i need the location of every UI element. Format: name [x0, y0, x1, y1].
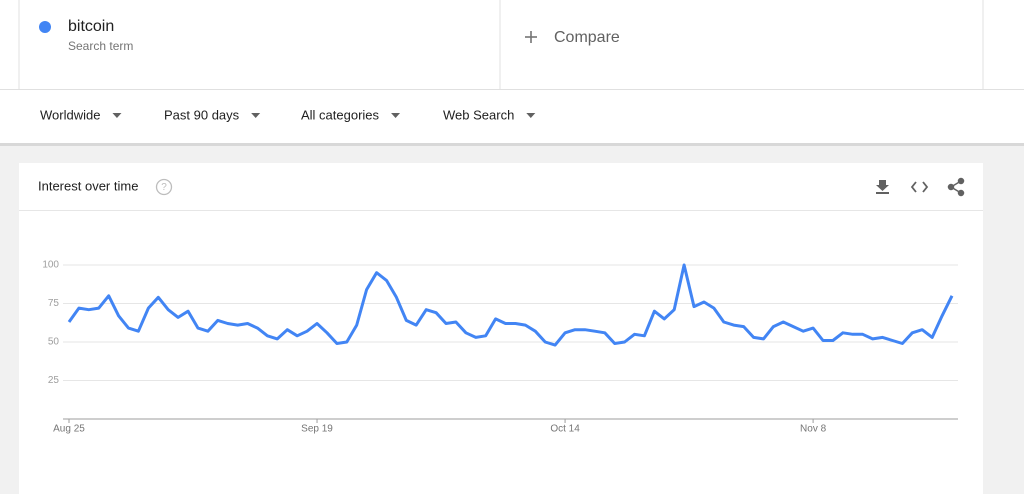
card-title: Interest over time	[38, 178, 138, 193]
card	[19, 163, 983, 494]
dropdown-arrow	[251, 113, 261, 118]
y-tick-label: 100	[42, 260, 59, 271]
dropdown-arrow	[391, 113, 401, 118]
search-subtitle: Search term	[68, 39, 133, 53]
filter-dropdown[interactable]: Web Search	[443, 107, 514, 122]
y-tick-label: 25	[48, 375, 60, 386]
y-tick-label: 50	[48, 337, 60, 348]
filter-dropdown[interactable]: Worldwide	[40, 107, 100, 122]
embed-icon[interactable]	[910, 181, 929, 193]
trend-line	[67, 263, 954, 347]
dropdown-arrow	[526, 113, 536, 118]
y-tick-label: 75	[48, 298, 60, 309]
help-icon[interactable]	[155, 178, 173, 196]
x-tick-label: Aug 25	[53, 424, 85, 435]
filter-dropdown[interactable]: Past 90 days	[164, 107, 240, 122]
help-icon-text: ?	[161, 182, 167, 193]
filters: Worldwide Past 90 days All categories Web S…	[40, 107, 536, 122]
download-icon[interactable]	[876, 180, 889, 194]
compare[interactable]: Compare	[554, 29, 620, 46]
search-term[interactable]: bitcoin	[68, 18, 114, 35]
dropdown-arrow	[112, 113, 122, 118]
shadow	[0, 143, 1024, 146]
plus-icon	[525, 31, 537, 43]
plot: 25 50 75 100 Aug 25 Sep 19 Oct 14 Nov 8	[42, 260, 958, 435]
filter-dropdown[interactable]: All categories	[301, 107, 380, 122]
share-icon[interactable]	[947, 177, 965, 197]
x-tick-label: Sep 19	[301, 424, 333, 435]
x-tick-label: Oct 14	[550, 424, 580, 435]
header-bg	[0, 0, 1024, 143]
x-tick-label: Nov 8	[800, 424, 827, 435]
term-dot	[39, 21, 51, 33]
